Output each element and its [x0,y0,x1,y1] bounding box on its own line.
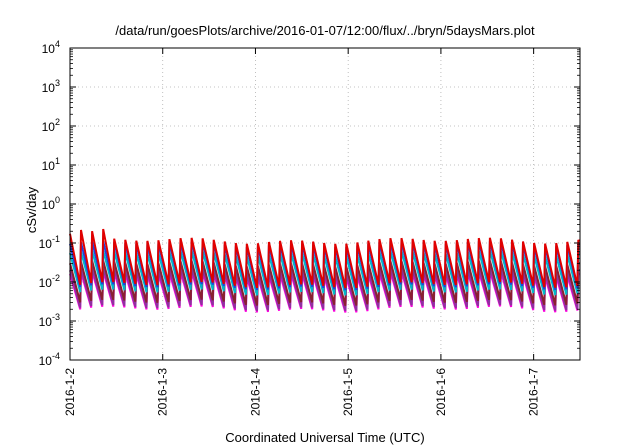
y-tick-label: 102 [42,117,60,134]
y-tick-label: 10-3 [39,312,60,329]
grid-lines [70,48,580,360]
y-tick-labels: 10-4 10-3 10-2 10-1 100 101 102 103 104 [39,39,60,368]
x-tick-label: 2016-1-6 [434,368,448,416]
y-tick-label: 101 [42,156,60,173]
x-tick-label: 2016-1-7 [527,368,541,416]
y-tick-label: 103 [42,78,60,95]
chart-title: /data/run/goesPlots/archive/2016-01-07/1… [115,23,535,38]
y-tick-label: 100 [42,195,60,212]
y-tick-label: 10-2 [39,273,60,290]
x-axis-label: Coordinated Universal Time (UTC) [225,430,424,445]
x-tick-label: 2016-1-3 [156,368,170,416]
y-tick-label: 10-1 [39,234,60,251]
y-axis-label: cSv/day [24,186,39,233]
series-group [69,228,581,313]
x-tick-label: 2016-1-5 [341,368,355,416]
x-tick-label: 2016-1-2 [63,368,77,416]
tick-marks [69,47,580,361]
series-line [69,228,581,289]
x-tick-labels: 2016-1-2 2016-1-3 2016-1-4 2016-1-5 2016-1-6… [63,368,541,416]
y-tick-label: 104 [42,39,60,56]
y-tick-label: 10-4 [39,351,60,368]
x-tick-label: 2016-1-4 [248,368,262,416]
